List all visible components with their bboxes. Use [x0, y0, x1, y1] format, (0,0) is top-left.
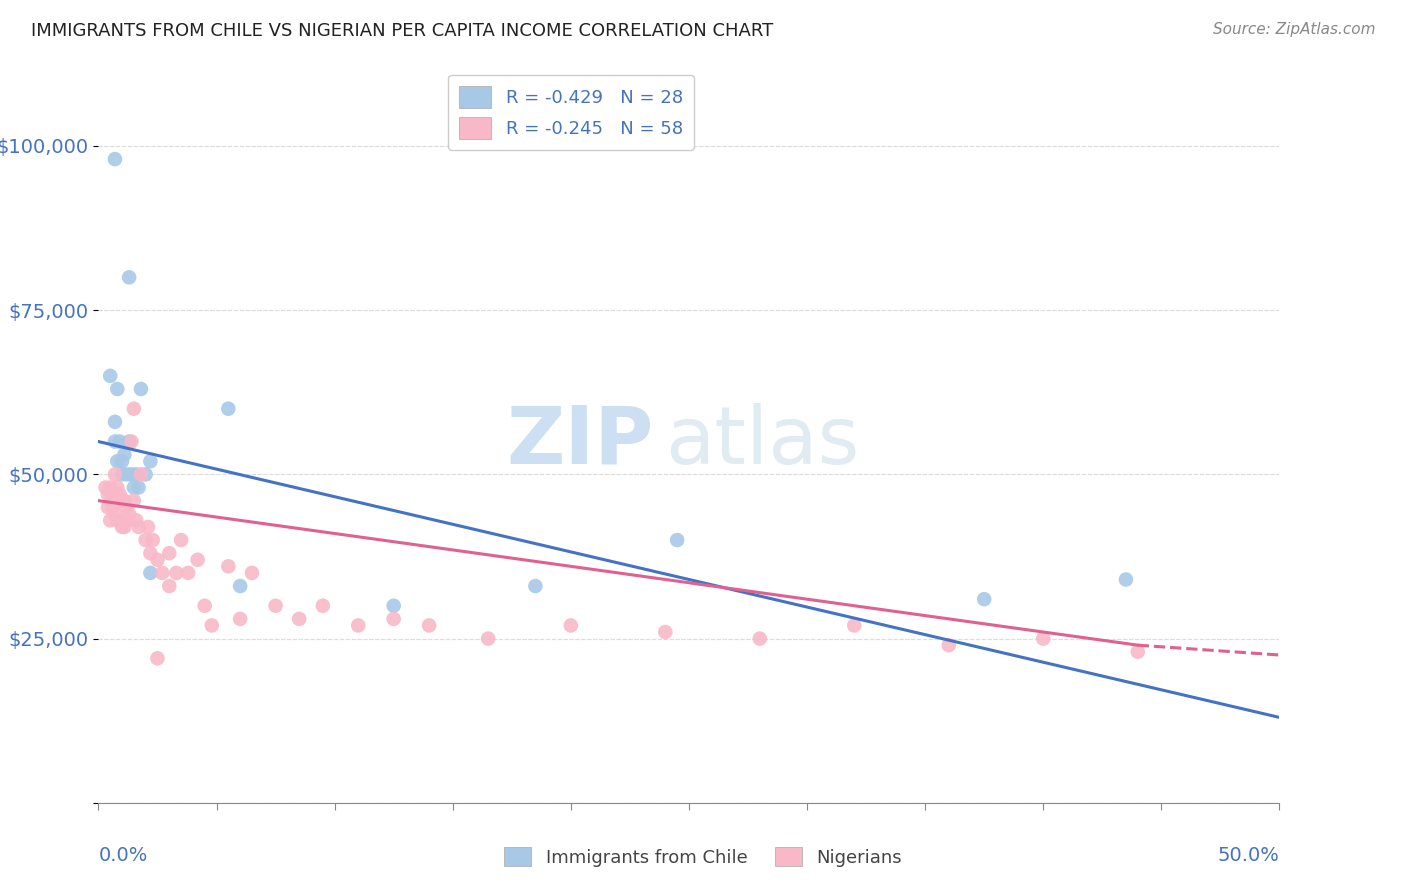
Point — [105, 481, 128, 495]
Text: 50.0%: 50.0% — [1218, 847, 1279, 865]
Point — [347, 618, 370, 632]
Point — [288, 612, 311, 626]
Point — [187, 553, 209, 567]
Point — [142, 533, 165, 547]
Point — [938, 638, 960, 652]
Legend: R = -0.429   N = 28, R = -0.245   N = 58: R = -0.429 N = 28, R = -0.245 N = 58 — [449, 75, 693, 150]
Point — [135, 533, 157, 547]
Point — [129, 467, 152, 482]
Point — [115, 500, 138, 515]
Point — [121, 434, 143, 449]
Point — [157, 579, 180, 593]
Point — [111, 493, 134, 508]
Point — [229, 579, 252, 593]
Point — [121, 467, 143, 482]
Point — [666, 533, 689, 547]
Point — [98, 368, 121, 383]
Point — [125, 467, 148, 482]
Point — [111, 467, 134, 482]
Point — [111, 454, 134, 468]
Point — [128, 481, 150, 495]
Text: Source: ZipAtlas.com: Source: ZipAtlas.com — [1212, 22, 1375, 37]
Point — [844, 618, 866, 632]
Point — [112, 493, 135, 508]
Point — [165, 566, 187, 580]
Point — [1126, 645, 1149, 659]
Point — [122, 401, 145, 416]
Point — [97, 500, 120, 515]
Point — [108, 487, 131, 501]
Point — [194, 599, 217, 613]
Point — [312, 599, 335, 613]
Point — [217, 401, 239, 416]
Point — [118, 434, 141, 449]
Point — [115, 467, 138, 482]
Point — [105, 513, 128, 527]
Point — [104, 415, 127, 429]
Point — [418, 618, 440, 632]
Point — [112, 520, 135, 534]
Point — [115, 513, 138, 527]
Point — [125, 513, 148, 527]
Point — [104, 507, 127, 521]
Point — [94, 481, 117, 495]
Point — [524, 579, 547, 593]
Point — [101, 500, 124, 515]
Legend: Immigrants from Chile, Nigerians: Immigrants from Chile, Nigerians — [496, 840, 910, 874]
Point — [111, 520, 134, 534]
Point — [157, 546, 180, 560]
Point — [128, 520, 150, 534]
Point — [170, 533, 193, 547]
Point — [139, 566, 162, 580]
Point — [118, 270, 141, 285]
Point — [136, 520, 159, 534]
Point — [1032, 632, 1054, 646]
Text: atlas: atlas — [665, 402, 859, 481]
Point — [104, 434, 127, 449]
Point — [108, 434, 131, 449]
Point — [135, 467, 157, 482]
Point — [560, 618, 582, 632]
Point — [108, 513, 131, 527]
Point — [105, 382, 128, 396]
Point — [146, 651, 169, 665]
Point — [118, 507, 141, 521]
Point — [477, 632, 499, 646]
Point — [97, 487, 120, 501]
Point — [1115, 573, 1137, 587]
Point — [139, 546, 162, 560]
Point — [229, 612, 252, 626]
Point — [382, 599, 405, 613]
Point — [150, 566, 173, 580]
Point — [973, 592, 995, 607]
Point — [104, 467, 127, 482]
Point — [382, 612, 405, 626]
Point — [217, 559, 239, 574]
Point — [748, 632, 770, 646]
Text: 0.0%: 0.0% — [98, 847, 148, 865]
Point — [240, 566, 263, 580]
Point — [201, 618, 224, 632]
Point — [146, 553, 169, 567]
Point — [98, 481, 121, 495]
Text: ZIP: ZIP — [506, 402, 654, 481]
Point — [104, 152, 127, 166]
Point — [101, 487, 124, 501]
Point — [177, 566, 200, 580]
Point — [264, 599, 287, 613]
Point — [98, 513, 121, 527]
Point — [122, 493, 145, 508]
Point — [654, 625, 676, 640]
Point — [105, 454, 128, 468]
Point — [139, 454, 162, 468]
Point — [112, 448, 135, 462]
Point — [129, 382, 152, 396]
Point — [122, 481, 145, 495]
Text: IMMIGRANTS FROM CHILE VS NIGERIAN PER CAPITA INCOME CORRELATION CHART: IMMIGRANTS FROM CHILE VS NIGERIAN PER CA… — [31, 22, 773, 40]
